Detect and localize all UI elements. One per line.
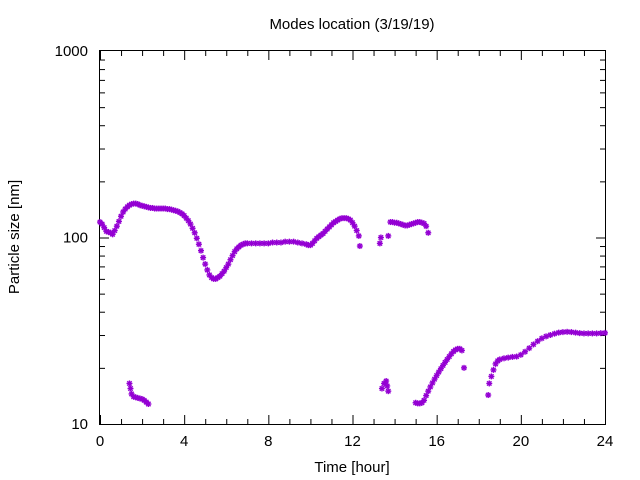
data-point xyxy=(555,329,562,336)
data-point xyxy=(384,382,391,389)
data-point xyxy=(356,243,363,250)
data-point xyxy=(505,354,512,361)
chart-title: Modes location (3/19/19) xyxy=(269,16,434,33)
data-point xyxy=(580,330,587,337)
data-point xyxy=(551,330,558,337)
data-point xyxy=(585,330,592,337)
data-point xyxy=(425,229,432,236)
data-point xyxy=(383,378,390,385)
data-point xyxy=(200,254,207,261)
x-tick-label: 4 xyxy=(180,433,188,450)
data-point xyxy=(461,364,468,371)
tick-labels: 0 4 8 12 16 20 24 10 100 1000 xyxy=(55,43,614,450)
data-point xyxy=(385,388,392,395)
data-point xyxy=(423,223,430,230)
x-tick-label: 20 xyxy=(512,433,529,450)
data-point xyxy=(111,227,118,234)
data-point xyxy=(204,266,211,273)
data-point xyxy=(286,238,293,245)
data-point xyxy=(248,240,255,247)
y-axis-label: Particle size [nm] xyxy=(6,180,23,294)
data-point xyxy=(355,232,362,239)
y-tick-label: 10 xyxy=(71,416,88,433)
x-tick-label: 12 xyxy=(344,433,361,450)
data-point xyxy=(198,247,204,254)
data-point xyxy=(530,341,537,348)
data-point xyxy=(488,373,495,380)
x-tick-label: 16 xyxy=(428,433,445,450)
data-point xyxy=(202,261,209,268)
data-point xyxy=(261,240,268,247)
y-tick-label: 100 xyxy=(63,230,88,247)
data-point xyxy=(376,240,383,247)
data-point xyxy=(378,385,385,392)
data-point xyxy=(486,380,493,387)
data-point xyxy=(485,392,492,399)
data-point xyxy=(353,227,360,234)
data-point xyxy=(191,229,198,236)
data-point xyxy=(195,241,202,248)
x-tick-label: 8 xyxy=(264,433,272,450)
data-point xyxy=(115,218,122,225)
plot-frame xyxy=(99,50,606,425)
data-point xyxy=(501,355,507,362)
data-point xyxy=(522,348,529,355)
data-point xyxy=(458,347,465,354)
data-point xyxy=(377,234,384,241)
data-point xyxy=(277,239,284,246)
x-tick-label: 24 xyxy=(597,433,614,450)
data-point xyxy=(421,397,428,404)
data-point xyxy=(602,329,608,336)
data-point xyxy=(145,401,152,408)
data-point xyxy=(496,356,503,363)
x-tick-label: 0 xyxy=(96,433,104,450)
axis-ticks xyxy=(100,51,606,425)
data-point xyxy=(127,385,134,392)
data-point xyxy=(490,366,497,373)
data-point xyxy=(517,351,524,358)
data-point xyxy=(126,380,133,387)
data-points xyxy=(97,200,608,408)
data-point xyxy=(193,235,200,242)
data-point xyxy=(385,232,392,239)
data-point xyxy=(113,223,120,230)
data-point xyxy=(526,345,533,352)
y-tick-label: 1000 xyxy=(55,43,88,60)
x-axis-label: Time [hour] xyxy=(314,459,389,476)
data-point xyxy=(534,338,541,345)
